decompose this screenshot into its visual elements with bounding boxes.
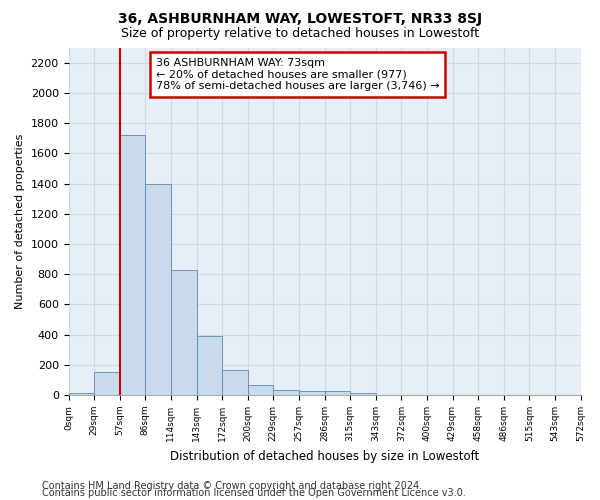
Bar [94, 372, 120, 395]
Bar [120, 135, 145, 395]
Bar [248, 385, 274, 395]
Bar [274, 390, 299, 395]
Bar [145, 184, 171, 395]
Text: Contains HM Land Registry data © Crown copyright and database right 2024.: Contains HM Land Registry data © Crown c… [42, 481, 422, 491]
Text: Size of property relative to detached houses in Lowestoft: Size of property relative to detached ho… [121, 28, 479, 40]
Text: 36, ASHBURNHAM WAY, LOWESTOFT, NR33 8SJ: 36, ASHBURNHAM WAY, LOWESTOFT, NR33 8SJ [118, 12, 482, 26]
Text: Contains public sector information licensed under the Open Government Licence v3: Contains public sector information licen… [42, 488, 466, 498]
X-axis label: Distribution of detached houses by size in Lowestoft: Distribution of detached houses by size … [170, 450, 479, 462]
Text: 36 ASHBURNHAM WAY: 73sqm
← 20% of detached houses are smaller (977)
78% of semi-: 36 ASHBURNHAM WAY: 73sqm ← 20% of detach… [155, 58, 439, 91]
Bar [197, 336, 222, 395]
Y-axis label: Number of detached properties: Number of detached properties [15, 134, 25, 309]
Bar [68, 393, 94, 395]
Bar [325, 390, 350, 395]
Bar [171, 270, 197, 395]
Bar [299, 390, 325, 395]
Bar [350, 393, 376, 395]
Bar [222, 370, 248, 395]
